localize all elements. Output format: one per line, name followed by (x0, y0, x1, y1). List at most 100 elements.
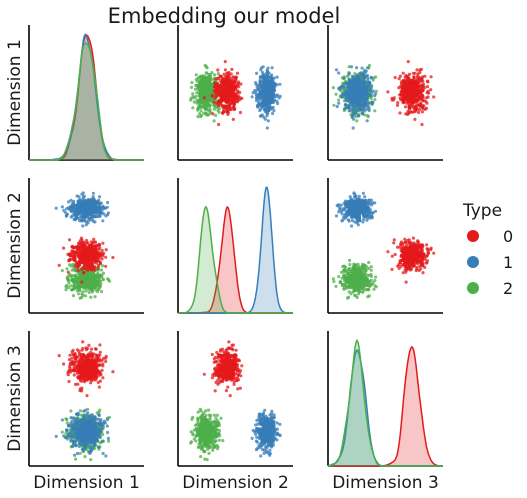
scatter-point-type-0 (227, 108, 231, 112)
scatter-point-type-1 (353, 80, 357, 84)
scatter-point-type-1 (77, 195, 81, 199)
scatter-point-type-2 (191, 106, 195, 110)
scatter-point-type-0 (420, 78, 424, 82)
scatter-point-type-0 (424, 99, 428, 103)
scatter-point-type-1 (81, 209, 85, 213)
scatter-point-type-1 (350, 115, 354, 119)
scatter-point-type-1 (81, 224, 85, 228)
scatter-point-type-0 (233, 86, 237, 91)
scatter-point-type-0 (401, 254, 405, 258)
scatter-point-type-0 (411, 250, 415, 254)
scatter-point-type-0 (390, 267, 394, 271)
scatter-point-type-1 (81, 195, 85, 199)
scatter-point-type-0 (75, 264, 79, 268)
scatter-point-type-0 (231, 117, 235, 121)
density-line-type-2 (29, 42, 144, 161)
scatter-point-type-1 (89, 218, 93, 222)
scatter-point-type-2 (83, 294, 88, 298)
scatter-point-type-0 (214, 77, 218, 81)
scatter-point-type-2 (67, 263, 72, 267)
scatter-point-type-2 (204, 88, 208, 92)
scatter-point-type-1 (87, 208, 91, 212)
scatter-point-type-0 (78, 254, 82, 258)
scatter-point-type-2 (332, 103, 336, 107)
scatter-point-type-1 (268, 83, 272, 87)
scatter-point-type-0 (412, 104, 416, 109)
chart-title: Embedding our model (108, 4, 341, 28)
scatter-point-type-1 (275, 94, 279, 98)
scatter-point-type-1 (258, 89, 262, 93)
scatter-point-type-1 (63, 210, 67, 214)
scatter-point-type-0 (224, 98, 228, 102)
scatter-point-type-0 (413, 85, 417, 90)
scatter-point-type-0 (234, 75, 238, 79)
scatter-point-type-0 (111, 255, 115, 260)
scatter-point-type-0 (62, 246, 66, 250)
scatter-point-type-0 (229, 72, 233, 76)
scatter-point-type-1 (85, 204, 89, 208)
scatter-point-type-2 (343, 276, 347, 280)
scatter-point-type-2 (101, 278, 105, 282)
scatter-point-type-2 (208, 109, 212, 114)
scatter-point-type-2 (80, 284, 84, 288)
scatter-point-type-1 (337, 101, 341, 105)
scatter-point-type-2 (205, 94, 210, 99)
scatter-point-type-0 (416, 78, 420, 82)
scatter-point-type-2 (190, 80, 194, 85)
scatter-point-type-1 (94, 214, 98, 218)
scatter-point-type-0 (212, 100, 216, 104)
scatter-point-type-2 (346, 74, 350, 78)
scatter-point-type-1 (362, 70, 366, 74)
scatter-point-type-2 (201, 92, 205, 96)
scatter-point-type-0 (66, 270, 70, 274)
scatter-point-type-0 (216, 87, 220, 91)
scatter-point-type-1 (91, 191, 95, 195)
scatter-point-type-1 (364, 107, 368, 111)
scatter-point-type-0 (405, 75, 409, 79)
scatter-point-type-1 (367, 66, 371, 70)
scatter-point-type-0 (410, 83, 414, 87)
scatter-point-type-1 (349, 65, 354, 69)
scatter-point-type-2 (212, 119, 216, 123)
scatter-point-type-0 (403, 264, 407, 269)
scatter-point-type-1 (71, 214, 75, 218)
scatter-point-type-0 (399, 240, 403, 244)
scatter-point-type-0 (215, 82, 219, 86)
panel-r2-c1 (28, 178, 144, 314)
scatter-point-type-1 (98, 211, 102, 215)
scatter-point-type-1 (88, 199, 92, 203)
scatter-point-type-0 (77, 241, 81, 245)
scatter-point-type-2 (95, 279, 100, 283)
scatter-point-type-0 (80, 241, 84, 245)
scatter-point-type-0 (413, 96, 417, 100)
scatter-point-type-2 (337, 98, 341, 102)
scatter-point-type-0 (93, 244, 97, 248)
scatter-point-type-2 (369, 96, 373, 100)
scatter-point-type-2 (373, 109, 377, 113)
scatter-point-type-0 (429, 75, 433, 79)
scatter-point-type-2 (65, 267, 69, 271)
scatter-point-type-1 (371, 100, 375, 104)
scatter-point-type-0 (213, 85, 217, 89)
scatter-point-type-0 (395, 103, 400, 107)
scatter-point-type-1 (369, 75, 373, 79)
scatter-point-type-1 (106, 211, 110, 215)
scatter-point-type-1 (106, 200, 110, 205)
scatter-point-type-0 (403, 81, 407, 86)
scatter-point-type-0 (236, 80, 241, 84)
scatter-point-type-1 (262, 95, 267, 99)
scatter-point-type-0 (225, 104, 230, 109)
scatter-point-type-2 (337, 275, 341, 279)
scatter-point-type-1 (67, 200, 71, 204)
scatter-point-type-2 (343, 265, 348, 269)
scatter-point-type-0 (420, 110, 424, 114)
scatter-point-type-2 (199, 96, 203, 100)
scatter-point-type-0 (235, 100, 240, 104)
scatter-point-type-2 (65, 276, 69, 280)
scatter-point-type-2 (191, 92, 195, 96)
scatter-point-type-2 (353, 72, 357, 76)
scatter-point-type-0 (425, 79, 430, 83)
scatter-point-type-0 (404, 93, 408, 97)
scatter-point-type-0 (82, 263, 86, 267)
scatter-point-type-0 (409, 93, 413, 97)
